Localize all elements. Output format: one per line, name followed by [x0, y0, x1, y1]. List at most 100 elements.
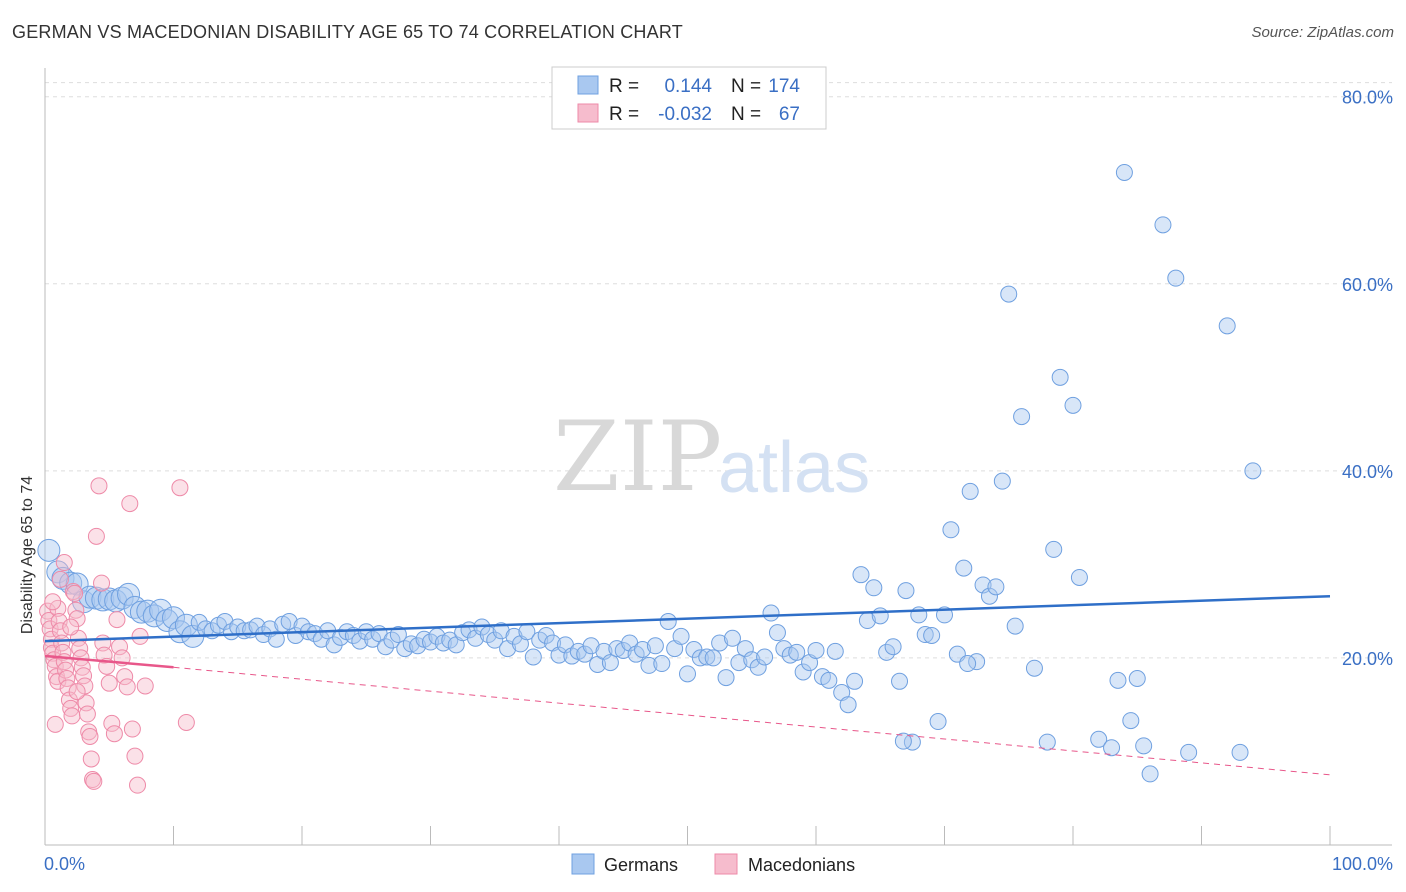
german-point — [601, 654, 619, 672]
german-point — [942, 521, 960, 539]
macedonian-point — [67, 601, 85, 619]
german-point — [129, 600, 153, 624]
german-point — [332, 628, 350, 646]
macedonian-point — [100, 674, 118, 692]
watermark-zip: ZIP — [553, 401, 722, 513]
macedonian-point — [82, 750, 100, 768]
macedonian-point — [85, 772, 103, 790]
german-point — [306, 625, 324, 643]
german-point — [1013, 408, 1031, 426]
german-point — [980, 587, 998, 605]
series-legend: Germans Macedonians — [571, 853, 855, 875]
german-point — [846, 672, 864, 690]
series-macedonians — [39, 477, 195, 794]
german-point — [576, 645, 594, 663]
german-point — [37, 538, 61, 562]
german-point — [704, 649, 722, 667]
series-germans — [37, 163, 1262, 783]
german-point — [749, 658, 767, 676]
y-tick-label: 60.0% — [1342, 275, 1393, 295]
grid-lines — [45, 82, 1392, 659]
german-point — [1128, 670, 1146, 688]
german-point — [267, 630, 285, 648]
german-point — [711, 634, 729, 652]
macedonian-point — [63, 707, 81, 725]
german-point — [894, 732, 912, 750]
german-point — [216, 612, 234, 630]
german-point — [871, 607, 889, 625]
german-point — [768, 624, 786, 642]
y-tick-label: 40.0% — [1342, 462, 1393, 482]
y-axis-label: Disability Age 65 to 74 — [19, 476, 36, 634]
german-point — [492, 622, 510, 640]
legend-swatch-macedonians — [577, 103, 599, 123]
german-trend-line — [44, 594, 1331, 643]
german-point — [698, 648, 716, 666]
macedonian-point — [95, 646, 113, 664]
german-point — [1109, 671, 1127, 689]
chart-title: GERMAN VS MACEDONIAN DISABILITY AGE 65 T… — [12, 22, 683, 42]
german-point — [839, 696, 857, 714]
macedonian-point — [136, 677, 154, 695]
macedonian-trend-extension — [173, 666, 1331, 776]
german-point — [117, 582, 141, 606]
german-point — [723, 629, 741, 647]
x-tick-labels: 0.0% 100.0% — [44, 854, 1393, 874]
german-point — [807, 641, 825, 659]
german-point — [409, 637, 427, 655]
german-point — [422, 633, 439, 651]
macedonian-point — [87, 527, 105, 545]
german-point — [293, 617, 311, 635]
y-tick-label: 20.0% — [1342, 649, 1393, 669]
bottom-legend-macedonians: Macedonians — [748, 855, 855, 875]
macedonian-point — [177, 713, 195, 731]
german-point — [653, 655, 671, 673]
y-tick-label: 80.0% — [1342, 88, 1393, 108]
german-point — [1090, 730, 1108, 748]
german-point — [1244, 462, 1262, 480]
german-point — [486, 631, 504, 649]
german-point — [1135, 737, 1153, 755]
german-point — [679, 665, 696, 683]
german-point — [730, 654, 748, 672]
macedonian-point — [171, 479, 189, 497]
german-point — [865, 579, 883, 597]
german-point — [756, 648, 774, 666]
macedonian-point — [126, 747, 144, 765]
macedonian-point — [81, 727, 99, 745]
trend-lines — [44, 594, 1331, 776]
macedonian-point — [46, 715, 64, 733]
german-point — [162, 606, 185, 630]
macedonian-point — [105, 725, 123, 743]
german-point — [550, 646, 568, 664]
macedonian-point — [59, 679, 77, 697]
legend-n-value: 174 — [768, 76, 800, 97]
macedonian-point — [78, 705, 96, 723]
macedonian-point — [129, 776, 147, 794]
x-tick-label: 0.0% — [44, 854, 85, 874]
source-label: Source: ZipAtlas.com — [1251, 24, 1394, 41]
german-point — [136, 599, 160, 623]
german-point — [110, 586, 134, 610]
german-point — [1180, 743, 1198, 761]
macedonian-point — [68, 683, 86, 701]
german-point — [1064, 396, 1082, 414]
german-point — [351, 632, 369, 650]
macedonian-point — [44, 593, 62, 611]
german-point — [389, 626, 407, 644]
bottom-legend-swatch-macedonians — [714, 853, 738, 875]
legend-r-label: R = — [609, 76, 639, 97]
german-point — [1218, 317, 1236, 335]
german-point — [903, 733, 921, 751]
german-point — [923, 626, 941, 644]
german-point — [897, 582, 915, 600]
german-point — [672, 627, 690, 645]
german-point — [987, 578, 1005, 596]
german-point — [59, 571, 83, 595]
macedonian-point — [57, 661, 75, 679]
german-point — [1070, 568, 1088, 586]
macedonian-point — [62, 618, 80, 636]
german-point — [1045, 540, 1063, 558]
macedonian-point — [123, 720, 141, 738]
